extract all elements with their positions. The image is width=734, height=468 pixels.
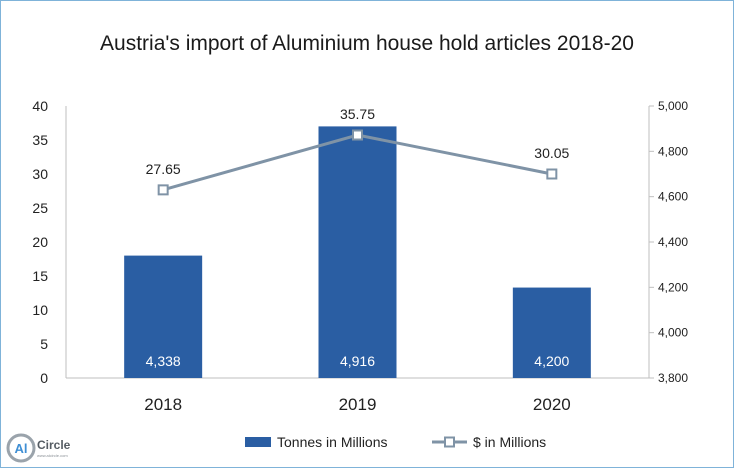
chart-title: Austria's import of Aluminium house hold… [100, 32, 634, 55]
left-tick-label: 10 [32, 302, 48, 318]
line-point-marker [352, 129, 363, 141]
right-tick-label: 4,800 [658, 144, 688, 158]
x-tick-label: 2018 [144, 395, 182, 414]
x-tick-label: 2019 [339, 395, 377, 414]
line-data-label: 35.75 [340, 106, 375, 122]
bar-data-label: 4,200 [534, 353, 569, 369]
right-tick-label: 4,600 [658, 190, 688, 204]
left-tick-label: 20 [32, 234, 48, 250]
legend-swatch-bars [245, 437, 271, 447]
left-tick-label: 30 [32, 166, 48, 182]
bar [124, 255, 203, 378]
line-data-label: 27.65 [146, 161, 181, 177]
left-tick-label: 25 [32, 200, 48, 216]
right-tick-label: 4,000 [658, 326, 688, 340]
right-tick-label: 4,200 [658, 280, 688, 294]
left-tick-label: 0 [40, 370, 48, 386]
legend-label-line: $ in Millions [473, 434, 546, 450]
left-tick-label: 40 [32, 98, 48, 114]
logo-tagline: www.alcircle.com [37, 453, 68, 458]
legend-label-bars: Tonnes in Millions [277, 434, 388, 450]
right-tick-label: 4,400 [658, 235, 688, 249]
alcircle-logo: Al Circle www.alcircle.com [6, 433, 71, 463]
legend-swatch-marker [444, 436, 455, 448]
bar [512, 287, 591, 378]
x-tick-label: 2020 [533, 395, 571, 414]
line-point-marker [546, 168, 558, 180]
line-point-marker [157, 184, 169, 196]
line-data-label: 30.05 [534, 145, 569, 161]
right-tick-label: 5,000 [658, 99, 688, 113]
logo-ring [6, 433, 36, 463]
logo-prefix: Al [15, 441, 28, 456]
logo-wordmark: Circle [37, 438, 71, 452]
left-tick-label: 35 [32, 132, 48, 148]
bar-data-label: 4,338 [146, 353, 181, 369]
bar-data-label: 4,916 [340, 353, 375, 369]
left-tick-label: 15 [32, 268, 48, 284]
bar [318, 126, 397, 379]
left-tick-label: 5 [40, 336, 48, 352]
right-tick-label: 3,800 [658, 371, 688, 385]
